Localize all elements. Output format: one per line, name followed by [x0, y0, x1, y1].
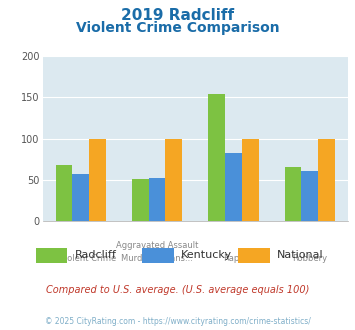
- Text: Violent Crime Comparison: Violent Crime Comparison: [76, 21, 279, 35]
- Bar: [56, 165, 72, 221]
- Text: Radcliff: Radcliff: [75, 250, 116, 260]
- Bar: [149, 178, 165, 221]
- Text: All Violent Crime: All Violent Crime: [46, 254, 116, 263]
- Text: © 2025 CityRating.com - https://www.cityrating.com/crime-statistics/: © 2025 CityRating.com - https://www.city…: [45, 317, 310, 326]
- Text: Murder & Mans...: Murder & Mans...: [121, 254, 193, 263]
- Text: National: National: [277, 250, 323, 260]
- Bar: [242, 139, 258, 221]
- Bar: [301, 171, 318, 221]
- Bar: [165, 139, 182, 221]
- Text: Aggravated Assault: Aggravated Assault: [116, 241, 198, 249]
- Bar: [132, 179, 149, 221]
- Text: Compared to U.S. average. (U.S. average equals 100): Compared to U.S. average. (U.S. average …: [46, 285, 309, 295]
- Bar: [225, 153, 242, 221]
- Bar: [89, 139, 106, 221]
- Text: Robbery: Robbery: [292, 254, 327, 263]
- Text: Rape: Rape: [223, 254, 244, 263]
- Bar: [285, 167, 301, 221]
- Bar: [208, 94, 225, 221]
- Bar: [72, 174, 89, 221]
- Text: 2019 Radcliff: 2019 Radcliff: [121, 8, 234, 23]
- Text: Kentucky: Kentucky: [181, 250, 232, 260]
- Bar: [318, 139, 335, 221]
